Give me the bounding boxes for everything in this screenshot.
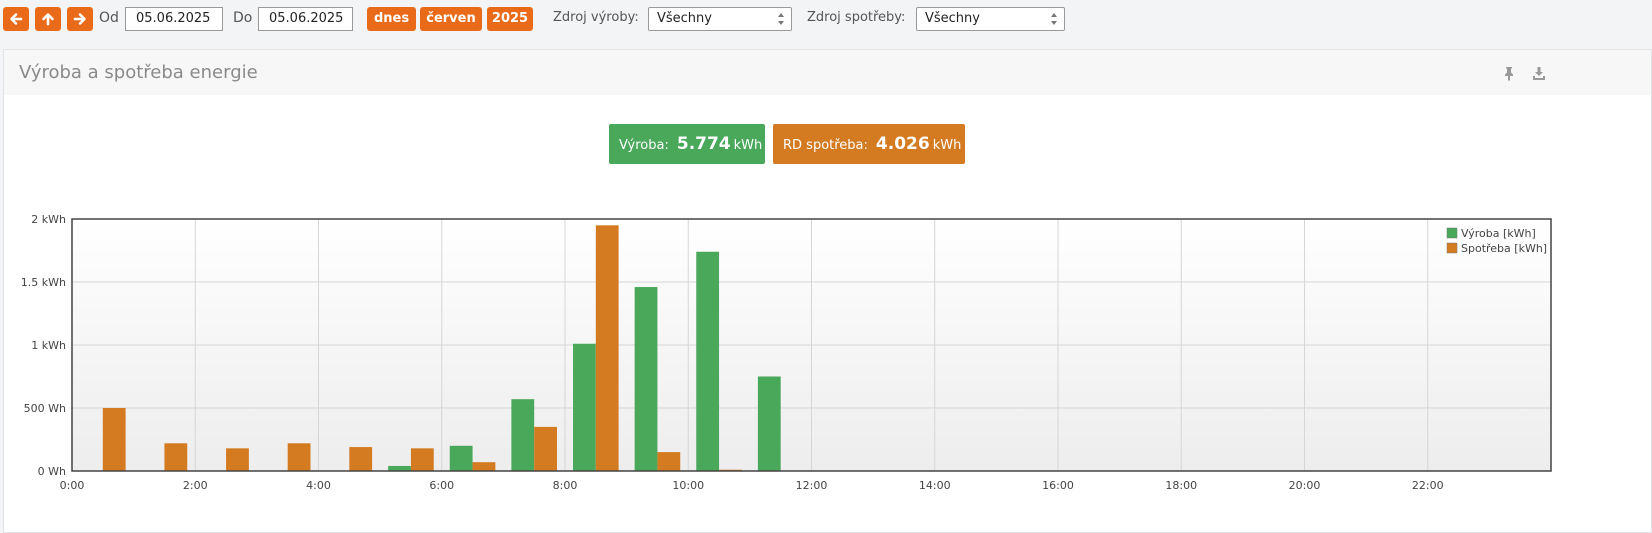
legend-label: Spotřeba [kWh] xyxy=(1461,242,1547,255)
production-bar xyxy=(449,445,473,471)
x-tick-label: 18:00 xyxy=(1165,479,1197,492)
y-tick-label: 1.5 kWh xyxy=(21,276,66,289)
x-tick-label: 0:00 xyxy=(60,479,85,492)
y-tick-label: 500 Wh xyxy=(24,402,66,415)
x-tick-label: 6:00 xyxy=(429,479,454,492)
date-from-label: Od xyxy=(99,10,119,26)
consumption-summary-unit: kWh xyxy=(932,138,962,153)
x-tick-label: 22:00 xyxy=(1412,479,1444,492)
pin-icon[interactable] xyxy=(1501,65,1517,81)
legend-label: Výroba [kWh] xyxy=(1461,227,1536,240)
production-bar xyxy=(388,465,411,471)
production-summary-value: 5.774 xyxy=(676,134,731,154)
panel-title: Výroba a spotřeba energie xyxy=(19,62,258,83)
y-tick-label: 1 kWh xyxy=(31,339,66,352)
x-tick-label: 8:00 xyxy=(553,479,578,492)
arrow-right-icon xyxy=(73,13,86,25)
select-arrows-icon xyxy=(778,13,784,25)
consumption-bar xyxy=(657,452,681,471)
up-period-button[interactable] xyxy=(35,7,61,31)
y-tick-label: 2 kWh xyxy=(31,213,66,226)
production-summary-label: Výroba: xyxy=(619,138,669,153)
consumption-bar xyxy=(102,408,126,471)
consumption-bar xyxy=(226,448,249,471)
current-year-button[interactable]: 2025 xyxy=(487,7,533,31)
consumption-bar xyxy=(287,443,311,471)
production-bar xyxy=(511,399,535,471)
production-source-select[interactable]: Všechny xyxy=(648,7,792,31)
production-bar xyxy=(573,343,596,471)
date-to-label: Do xyxy=(233,10,253,26)
plot-frame xyxy=(71,218,1552,472)
consumption-source-label: Zdroj spotřeby: xyxy=(807,10,906,25)
consumption-summary: RD spotřeba: 4.026 kWh xyxy=(773,124,965,164)
production-bar xyxy=(757,376,781,471)
x-tick-label: 4:00 xyxy=(306,479,331,492)
filter-toolbar: Od 05.06.2025 Do 05.06.2025 dnes červen … xyxy=(0,0,1652,46)
production-bar xyxy=(696,251,720,471)
consumption-source-select[interactable]: Všechny xyxy=(916,7,1065,31)
production-source-label: Zdroj výroby: xyxy=(553,10,639,25)
next-period-button[interactable] xyxy=(67,7,93,31)
consumption-bar xyxy=(410,448,434,471)
consumption-summary-label: RD spotřeba: xyxy=(783,138,868,153)
select-arrows-icon xyxy=(1051,13,1057,25)
legend-swatch xyxy=(1446,242,1458,254)
x-tick-label: 14:00 xyxy=(919,479,951,492)
y-tick-label: 0 Wh xyxy=(38,465,66,478)
date-to-input[interactable]: 05.06.2025 xyxy=(258,7,353,31)
x-tick-label: 2:00 xyxy=(183,479,208,492)
date-from-input[interactable]: 05.06.2025 xyxy=(125,7,223,31)
consumption-bar xyxy=(595,225,619,471)
current-month-button[interactable]: červen xyxy=(420,7,482,31)
legend-swatch xyxy=(1446,227,1458,239)
x-tick-label: 20:00 xyxy=(1289,479,1321,492)
production-bar xyxy=(634,287,658,471)
today-button[interactable]: dnes xyxy=(367,7,416,31)
production-source-value: Všechny xyxy=(657,11,712,26)
download-icon[interactable] xyxy=(1531,65,1547,81)
x-tick-label: 10:00 xyxy=(672,479,704,492)
arrow-left-icon xyxy=(10,13,23,25)
consumption-bar xyxy=(472,462,496,471)
arrow-up-icon xyxy=(42,13,54,26)
x-tick-label: 12:00 xyxy=(796,479,828,492)
consumption-bar xyxy=(349,447,373,471)
previous-period-button[interactable] xyxy=(3,7,29,31)
consumption-bar xyxy=(534,426,557,471)
consumption-summary-value: 4.026 xyxy=(875,134,930,154)
production-summary-unit: kWh xyxy=(733,138,763,153)
consumption-bar xyxy=(164,443,188,471)
panel-header: Výroba a spotřeba energie xyxy=(4,50,1651,95)
consumption-source-value: Všechny xyxy=(925,11,980,26)
x-tick-label: 16:00 xyxy=(1042,479,1074,492)
production-summary: Výroba: 5.774 kWh xyxy=(609,124,765,164)
